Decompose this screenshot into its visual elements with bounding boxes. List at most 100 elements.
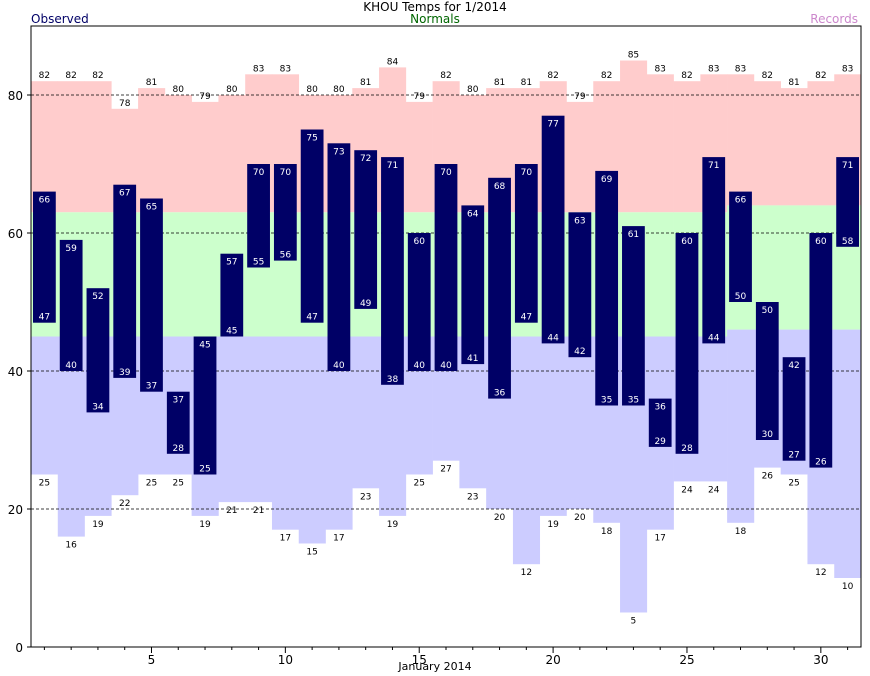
observed-bar [568,212,592,358]
record-high-label: 82 [601,71,612,81]
record-high-label: 82 [65,71,76,81]
record-high-label: 82 [815,71,826,81]
observed-high-label: 66 [735,196,747,206]
observed-low-label: 41 [467,354,478,364]
observed-low-label: 40 [65,361,77,371]
observed-high-label: 42 [788,361,799,371]
observed-high-label: 70 [253,168,265,178]
record-high-band [807,81,835,206]
observed-bar [729,191,752,302]
record-low-band [31,336,59,475]
record-high-label: 82 [39,71,50,81]
record-low-label: 16 [65,541,77,551]
record-high-label: 85 [628,51,639,61]
observed-low-label: 55 [253,258,264,268]
observed-bar [434,164,458,371]
data-labels: 66 47 82 25 59 40 82 16 52 34 82 19 67 39 78 22 65 37 81 25… [39,51,854,627]
record-low-label: 23 [467,492,478,502]
record-high-label: 80 [467,85,479,95]
observed-high-label: 59 [65,244,77,254]
observed-bar [193,336,217,475]
axes: 0 20 40 60 80 5 10 15 20 25 30 [8,25,862,667]
legend-normals: Normals [410,12,460,26]
x-tick-label: 30 [813,653,828,667]
y-tick-label: 20 [8,503,23,517]
record-high-band [566,101,594,213]
y-tick-label: 80 [8,89,23,103]
observed-bar [381,157,404,385]
observed-low-label: 39 [119,368,131,378]
record-low-label: 25 [146,479,157,489]
observed-low-label: 42 [574,347,585,357]
observed-low-label: 36 [494,389,506,399]
x-axis-label: January 2014 [398,660,472,673]
record-low-label: 26 [762,472,774,482]
observed-high-label: 60 [413,237,425,247]
observed-high-label: 45 [199,341,210,351]
record-high-band [405,101,433,213]
record-low-label: 19 [547,520,559,530]
record-low-label: 19 [92,520,104,530]
observed-low-label: 29 [654,437,666,447]
observed-high-label: 70 [521,168,533,178]
observed-bar [782,357,806,461]
observed-high-label: 60 [681,237,693,247]
normal-band [646,212,674,337]
record-high-label: 80 [173,85,185,95]
record-high-label: 82 [92,71,103,81]
record-high-label: 80 [226,85,238,95]
record-high-label: 82 [547,71,558,81]
record-low-label: 12 [815,568,826,578]
record-low-band [298,336,326,544]
record-low-band [539,336,567,516]
observed-high-label: 64 [467,209,479,219]
record-high-band [620,60,648,213]
observed-bar [113,184,137,378]
record-high-label: 83 [654,64,665,74]
observed-high-label: 37 [173,396,184,406]
chart-title: KHOU Temps for 1/2014 [363,0,507,14]
observed-high-label: 71 [708,161,719,171]
legend-records: Records [810,12,858,26]
record-low-label: 18 [735,527,747,537]
record-low-label: 21 [226,506,237,516]
observed-high-label: 73 [333,147,344,157]
record-high-band [459,95,487,213]
record-high-label: 83 [253,64,264,74]
record-low-band [271,336,300,530]
observed-high-label: 69 [601,175,613,185]
observed-bar [327,143,351,371]
record-low-label: 23 [360,492,371,502]
record-low-label: 20 [494,513,506,523]
observed-low-label: 28 [173,444,185,454]
observed-bar [33,191,56,323]
observed-high-label: 63 [574,216,585,226]
record-high-band [673,81,701,213]
record-low-label: 19 [199,520,211,530]
observed-high-label: 57 [226,258,237,268]
observed-high-label: 66 [39,196,51,206]
legend-observed: Observed [31,12,89,26]
observed-low-label: 38 [387,375,399,385]
record-high-label: 81 [146,78,157,88]
observed-low-label: 35 [628,396,639,406]
record-low-band [245,336,273,503]
observed-high-label: 67 [119,189,130,199]
record-low-label: 12 [521,568,532,578]
record-low-band [727,329,755,523]
record-high-band [780,88,808,206]
record-high-band [84,81,112,213]
record-low-label: 17 [280,534,291,544]
normal-band [164,212,192,337]
x-tick-label: 10 [278,653,293,667]
record-high-label: 81 [788,78,799,88]
observed-bar [461,205,485,365]
record-high-band [164,95,192,213]
observed-low-label: 35 [601,396,612,406]
record-low-band [218,336,246,503]
observed-low-label: 30 [762,430,774,440]
record-low-label: 18 [601,527,613,537]
record-high-band [646,74,674,213]
observed-bar [702,157,726,344]
record-high-band [191,101,219,213]
